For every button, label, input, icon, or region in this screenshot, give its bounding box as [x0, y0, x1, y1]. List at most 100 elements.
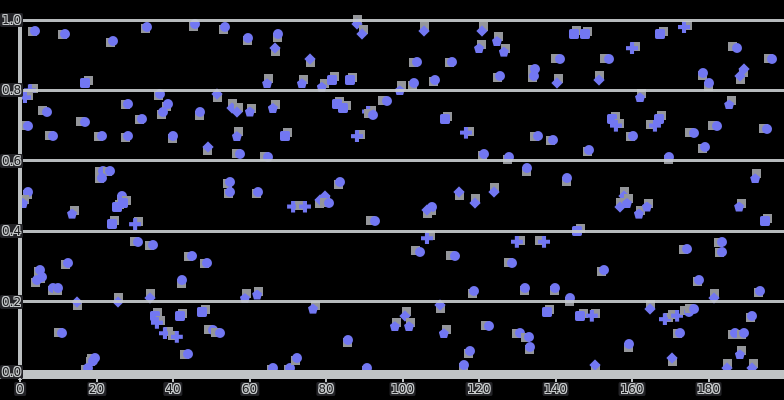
circle-marker-icon: [324, 198, 335, 209]
x-tick-label: 0: [14, 382, 26, 396]
circle-marker-icon: [555, 53, 566, 64]
pentagon-marker-icon: [262, 78, 273, 89]
scatter-point: [550, 282, 561, 295]
circle-marker-icon: [182, 349, 193, 360]
circle-marker-icon: [60, 29, 71, 40]
scatter-point: [542, 305, 555, 318]
scatter-point: [304, 53, 316, 67]
scatter-point: [189, 18, 201, 31]
scatter-point: [364, 109, 379, 121]
scatter-point: [535, 235, 551, 248]
circle-marker-icon: [732, 43, 743, 54]
circle-marker-icon: [42, 106, 53, 117]
square-marker-icon: [80, 78, 91, 89]
scatter-point: [262, 74, 274, 89]
circle-marker-icon: [122, 131, 133, 142]
x-tick-label: 80: [316, 382, 336, 396]
scatter-point: [195, 106, 206, 120]
scatter-point: [345, 72, 358, 85]
x-tick-label: 60: [239, 382, 260, 396]
scatter-point: [521, 331, 535, 342]
scatter-point: [30, 275, 42, 288]
scatter-point: [551, 74, 564, 90]
circle-marker-icon: [729, 328, 740, 339]
circle-marker-icon: [132, 236, 143, 247]
scatter-point: [607, 111, 621, 124]
scatter-point: [356, 25, 368, 40]
square-marker-icon: [112, 201, 123, 212]
scatter-point: [439, 111, 452, 124]
circle-marker-icon: [37, 271, 48, 282]
scatter-point: [707, 120, 722, 131]
marker-shadow: [241, 289, 251, 299]
pentagon-marker-icon: [491, 36, 502, 47]
circle-marker-icon: [62, 257, 73, 268]
circle-marker-icon: [252, 187, 263, 198]
scatter-point: [242, 32, 253, 45]
scatter-point: [684, 303, 699, 314]
scatter-point: [296, 75, 308, 89]
scatter-point: [222, 176, 235, 188]
scatter-point: [135, 113, 148, 124]
circle-marker-icon: [177, 275, 188, 286]
scatter-point: [734, 198, 747, 212]
scatter-point: [434, 299, 446, 314]
circle-marker-icon: [430, 74, 440, 85]
circle-marker-icon: [604, 53, 615, 64]
scatter-point: [488, 183, 500, 199]
scatter-point: [327, 71, 340, 85]
scatter-point: [760, 213, 773, 226]
y-axis-spine: [18, 14, 22, 380]
circle-marker-icon: [483, 321, 494, 332]
scatter-point: [157, 106, 169, 119]
circle-marker-icon: [47, 131, 58, 142]
scatter-point: [117, 196, 131, 209]
scatter-point: [418, 21, 430, 37]
scatter-point: [120, 99, 133, 110]
circle-marker-icon: [524, 331, 535, 342]
square-marker-icon: [332, 99, 343, 110]
circle-marker-icon: [80, 117, 91, 128]
circle-marker-icon: [561, 173, 572, 184]
scatter-point: [684, 127, 699, 138]
square-marker-icon: [654, 29, 665, 40]
scatter-point: [459, 126, 474, 139]
scatter-point: [211, 328, 226, 339]
scatter-point: [459, 359, 470, 372]
scatter-point: [524, 342, 535, 355]
gridline-y-0.8: [0, 88, 784, 92]
scatter-point: [219, 22, 231, 35]
x-tick-mark: [248, 378, 251, 383]
scatter-point: [654, 27, 668, 40]
pentagon-marker-icon: [307, 303, 318, 314]
circle-marker-icon: [168, 131, 178, 142]
square-marker-icon: [542, 307, 553, 318]
scatter-point: [463, 345, 475, 358]
scatter-point: [267, 100, 280, 113]
pentagon-marker-icon: [239, 293, 250, 304]
scatter-point: [307, 300, 320, 314]
scatter-point: [153, 88, 165, 100]
circle-marker-icon: [154, 88, 165, 99]
square-marker-icon: [117, 198, 128, 209]
marker-shadow: [70, 205, 80, 215]
scatter-point: [529, 131, 543, 142]
scatter-point: [44, 131, 58, 142]
circle-marker-icon: [408, 78, 419, 89]
square-marker-icon: [197, 307, 208, 318]
pentagon-marker-icon: [734, 201, 745, 212]
marker-shadow: [441, 325, 451, 335]
scatter-point: [721, 359, 733, 375]
circle-marker-icon: [495, 71, 506, 82]
circle-marker-icon: [83, 363, 94, 374]
pentagon-marker-icon: [389, 321, 400, 332]
scatter-point: [259, 152, 273, 163]
scatter-point: [409, 57, 423, 68]
scatter-point: [666, 352, 678, 366]
circle-marker-icon: [524, 342, 535, 353]
scatter-point: [623, 338, 634, 352]
scatter-point: [266, 363, 278, 375]
circle-marker-icon: [141, 22, 152, 33]
scatter-point: [724, 96, 737, 110]
circle-marker-icon: [755, 286, 766, 297]
